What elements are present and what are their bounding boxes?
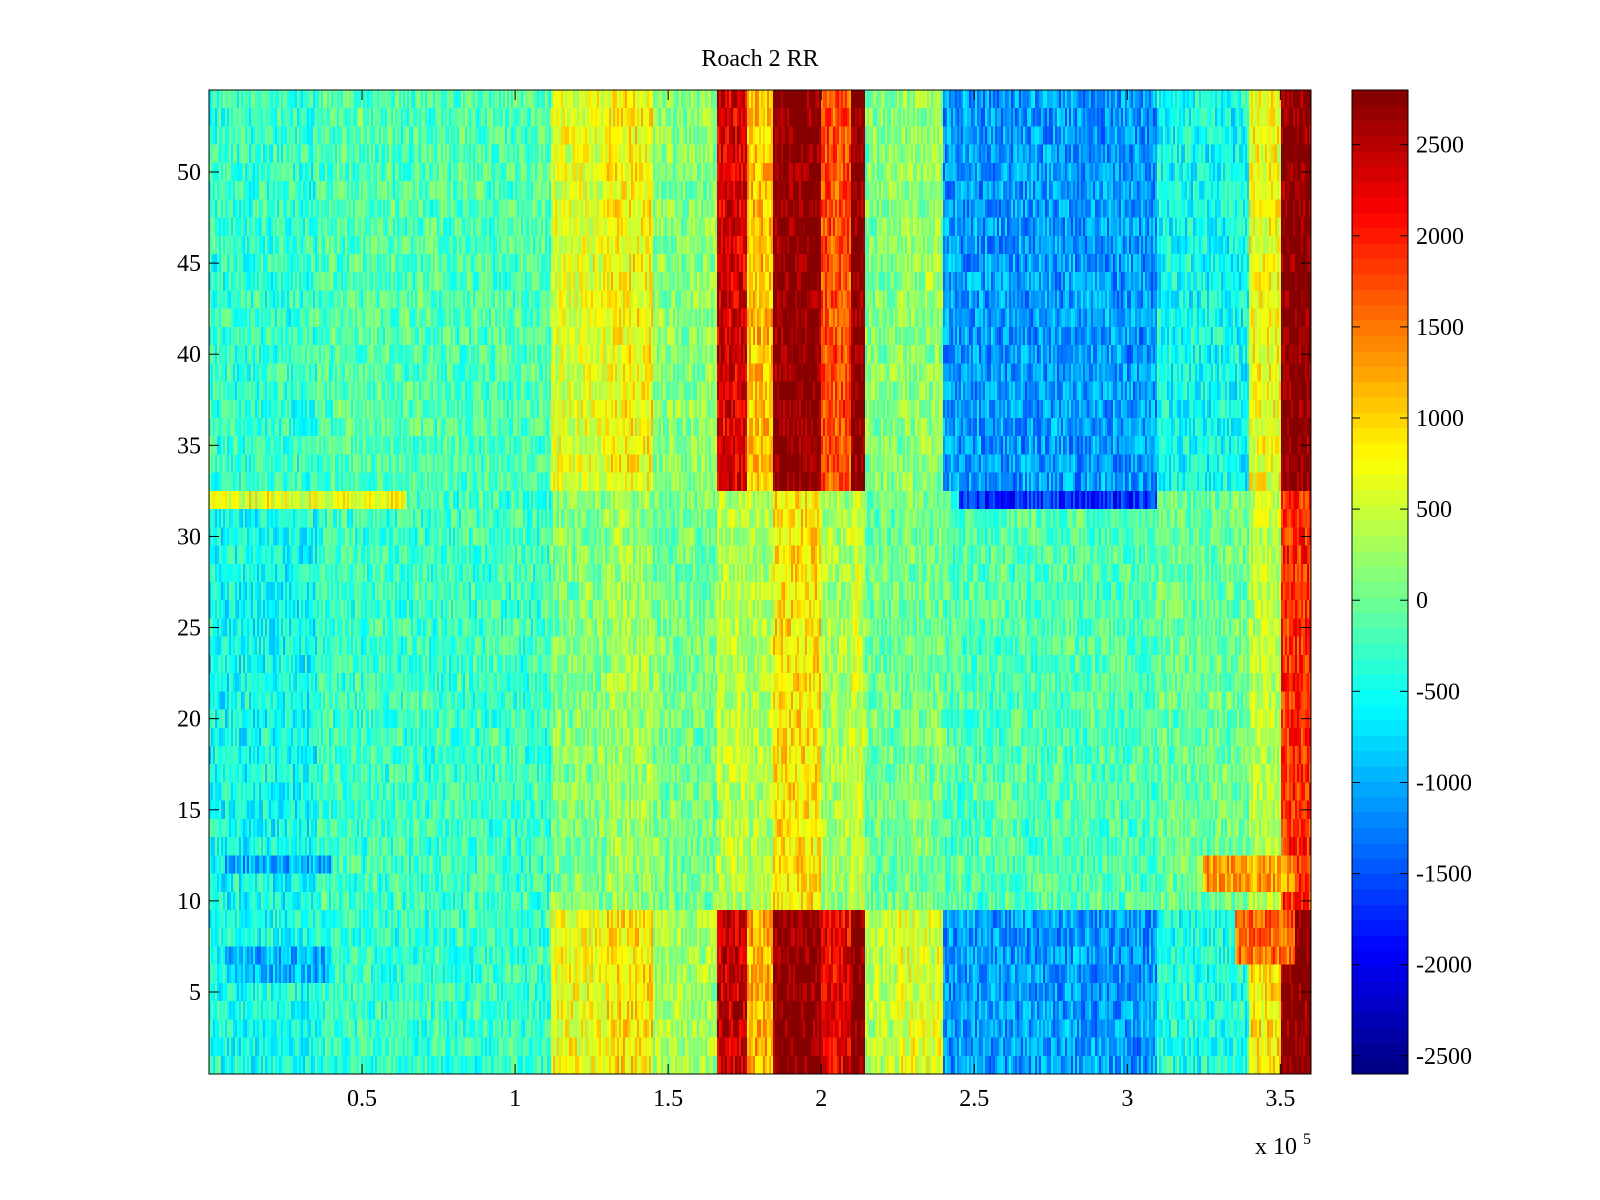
y-tick-label: 15 bbox=[177, 798, 201, 824]
chart-title: Roach 2 RR bbox=[701, 46, 818, 72]
y-tick-label: 35 bbox=[177, 433, 201, 459]
colorbar-tick-label: 0 bbox=[1416, 588, 1428, 614]
colorbar-tick-label: -2500 bbox=[1416, 1044, 1472, 1070]
y-tick-label: 10 bbox=[177, 889, 201, 915]
y-ticks: 5 10 15 20 25 30 35 40 45 50 bbox=[177, 160, 1311, 1006]
x-ticks: 0.5 1 1.5 2 2.5 3 3.5 bbox=[347, 90, 1295, 1112]
y-tick-label: 30 bbox=[177, 524, 201, 550]
colorbar-tick-label: 1500 bbox=[1416, 315, 1464, 341]
y-tick-label: 5 bbox=[189, 980, 201, 1006]
x-exponent-base: x 10 bbox=[1255, 1134, 1297, 1160]
x-tick-label: 1.5 bbox=[653, 1086, 683, 1112]
y-tick-label: 20 bbox=[177, 707, 201, 733]
x-tick-label: 0.5 bbox=[347, 1086, 377, 1112]
colorbar-tick-label: -500 bbox=[1416, 679, 1460, 705]
colorbar-tick-label: 2500 bbox=[1416, 133, 1464, 159]
y-tick-label: 45 bbox=[177, 251, 201, 277]
plot-frame bbox=[208, 89, 1312, 1075]
colorbar-tick-label: -1500 bbox=[1416, 862, 1472, 888]
x-exponent-label: x 10 5 bbox=[1255, 1131, 1311, 1160]
colorbar-ticks: 2500 2000 1500 1000 500 0 -500 -1000 -1500 -2000 -… bbox=[1352, 133, 1472, 1070]
y-tick-label: 50 bbox=[177, 160, 201, 186]
x-tick-label: 1 bbox=[509, 1086, 521, 1112]
x-tick-label: 3.5 bbox=[1265, 1086, 1295, 1112]
colorbar-frame bbox=[1351, 89, 1409, 1075]
x-tick-label: 2.5 bbox=[959, 1086, 989, 1112]
x-exponent-power: 5 bbox=[1303, 1131, 1311, 1148]
colorbar-tick-label: -2000 bbox=[1416, 953, 1472, 979]
colorbar-tick-label: 1000 bbox=[1416, 406, 1464, 432]
x-tick-label: 3 bbox=[1121, 1086, 1133, 1112]
y-tick-label: 25 bbox=[177, 616, 201, 642]
colorbar-gradient bbox=[1352, 90, 1408, 1074]
colorbar-tick-label: 500 bbox=[1416, 497, 1452, 523]
heatmap-image bbox=[209, 90, 1311, 1074]
x-tick-label: 2 bbox=[815, 1086, 827, 1112]
colorbar-tick-label: 2000 bbox=[1416, 224, 1464, 250]
y-tick-label: 40 bbox=[177, 342, 201, 368]
colorbar-tick-label: -1000 bbox=[1416, 770, 1472, 796]
